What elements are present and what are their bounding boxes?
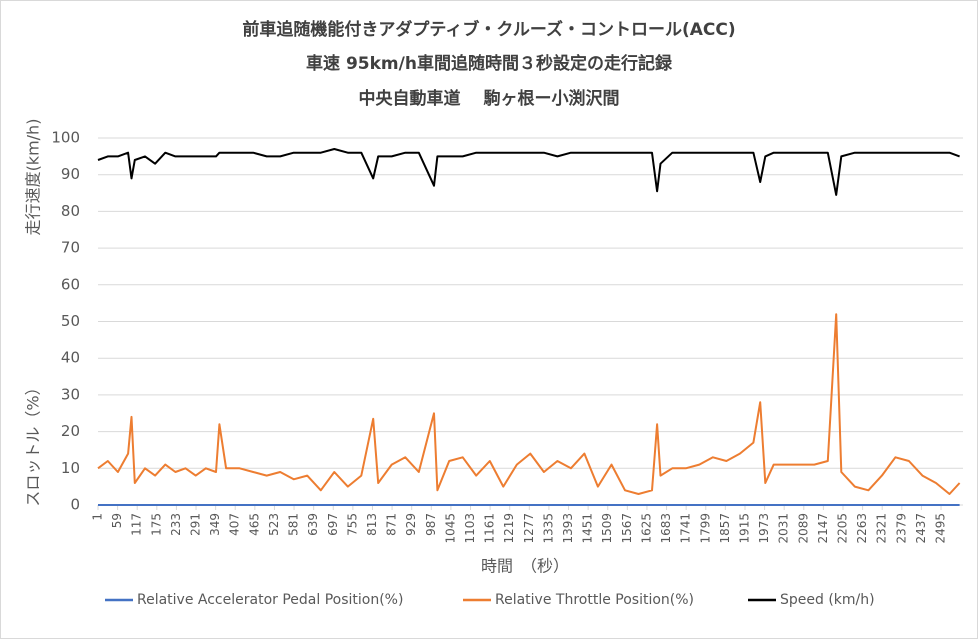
y-tick-label: 60 [61, 275, 80, 293]
x-tick-label: 1103 [463, 513, 477, 544]
x-tick-label: 291 [189, 513, 203, 536]
x-tick-label: 639 [306, 513, 320, 536]
x-tick-label: 1219 [502, 513, 516, 544]
x-tick-label: 1 [91, 513, 105, 521]
x-tick-label: 1161 [483, 513, 497, 544]
x-tick-label: 1915 [737, 513, 751, 544]
y-tick-label: 80 [61, 202, 80, 220]
y-tick-label: 30 [61, 385, 80, 403]
x-tick-label: 175 [149, 513, 163, 536]
x-tick-label: 117 [130, 513, 144, 536]
x-tick-label: 871 [385, 513, 399, 536]
x-tick-label: 813 [365, 513, 379, 536]
series-line [97, 148, 960, 196]
x-tick-label: 2437 [914, 513, 928, 544]
x-tick-label: 2321 [875, 513, 889, 544]
y-tick-label: 10 [61, 459, 80, 477]
y-tick-label: 100 [51, 129, 80, 147]
y-tick-label: 70 [61, 239, 80, 257]
y-axis-label: 走行速度(km/h) [24, 119, 43, 236]
legend-label: Relative Accelerator Pedal Position(%) [137, 592, 403, 608]
x-tick-label: 1741 [679, 513, 693, 544]
x-tick-label: 2263 [855, 513, 869, 544]
x-tick-label: 1045 [443, 513, 457, 544]
x-tick-label: 59 [110, 513, 124, 528]
y-tick-label: 20 [61, 422, 80, 440]
y-tick-label: 40 [61, 349, 80, 367]
x-tick-label: 1973 [757, 513, 771, 544]
x-tick-label: 1277 [522, 513, 536, 544]
x-tick-label: 755 [345, 513, 359, 536]
x-tick-label: 1625 [639, 513, 653, 544]
x-tick-label: 407 [228, 513, 242, 536]
x-tick-label: 581 [287, 513, 301, 536]
x-tick-label: 1509 [600, 513, 614, 544]
x-tick-label: 1335 [541, 513, 555, 544]
x-tick-label: 523 [267, 513, 281, 536]
x-tick-label: 1567 [620, 513, 634, 544]
x-axis-label: 時間 （秒） [481, 557, 569, 576]
x-tick-label: 349 [208, 513, 222, 536]
legend-label: Speed (km/h) [780, 592, 875, 608]
x-tick-label: 1393 [561, 513, 575, 544]
chart-title: 前車追随機能付きアダプティブ・クルーズ・コントロール(ACC) [242, 19, 735, 40]
chart-title: 中央自動車道 駒ヶ根ー小渕沢間 [359, 88, 620, 109]
x-tick-label: 929 [404, 513, 418, 536]
x-tick-label: 1683 [659, 513, 673, 544]
x-tick-label: 465 [247, 513, 261, 536]
x-tick-label: 2089 [796, 513, 810, 544]
x-tick-label: 1857 [718, 513, 732, 544]
x-tick-label: 233 [169, 513, 183, 536]
series-line [97, 313, 961, 495]
x-tick-label: 987 [424, 513, 438, 536]
x-tick-label: 2495 [934, 513, 948, 544]
x-tick-label: 1451 [581, 513, 595, 544]
y-axis-label: スロットル（%） [24, 379, 43, 506]
x-tick-label: 1799 [698, 513, 712, 544]
x-tick-label: 2379 [894, 513, 908, 544]
x-tick-label: 697 [326, 513, 340, 536]
chart-title: 車速 95km/h車間追随時間３秒設定の走行記録 [306, 53, 673, 74]
x-tick-label: 2031 [777, 513, 791, 544]
y-tick-label: 50 [61, 312, 80, 330]
x-tick-label: 2205 [836, 513, 850, 544]
legend-label: Relative Throttle Position(%) [495, 592, 694, 608]
x-tick-label: 2147 [816, 513, 830, 544]
y-tick-label: 0 [70, 496, 80, 514]
y-tick-label: 90 [61, 165, 80, 183]
